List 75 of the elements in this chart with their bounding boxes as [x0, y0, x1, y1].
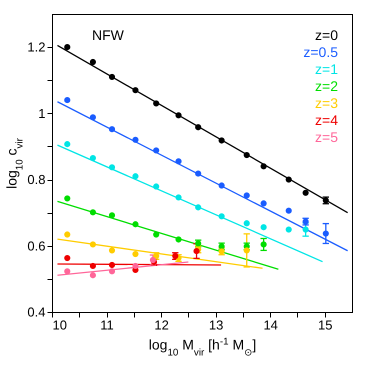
point [260, 200, 267, 206]
point [286, 226, 292, 233]
point [108, 262, 116, 268]
point [175, 236, 182, 243]
text: z=2 [315, 78, 338, 94]
point [108, 212, 116, 218]
text: z=0 [315, 27, 338, 43]
point [175, 158, 182, 164]
point [302, 190, 309, 196]
x-tick-label: 14 [263, 318, 278, 332]
point [195, 204, 202, 210]
point [244, 247, 250, 254]
point [175, 112, 182, 118]
point [90, 114, 96, 120]
y-tick-label: 1.2 [27, 40, 46, 55]
point [64, 44, 70, 50]
point [132, 136, 139, 143]
text: z=4 [315, 112, 338, 128]
annotation: NFW [92, 27, 125, 43]
x-tick-label: 13 [208, 318, 224, 332]
point [108, 164, 116, 170]
point [153, 183, 160, 190]
text: z=3 [315, 95, 338, 111]
point [260, 241, 267, 248]
point [90, 58, 96, 66]
point [64, 195, 70, 202]
point [195, 124, 202, 130]
point [108, 268, 116, 274]
point [153, 231, 160, 238]
point [132, 250, 139, 258]
point [132, 87, 139, 94]
point [244, 152, 250, 158]
point [132, 173, 139, 180]
text: z=0.5 [303, 44, 338, 60]
text: log$_{10}$ M$_{vir}$ [h$^{-1}$ M$_{⊙}$] [148, 336, 256, 358]
point [90, 262, 96, 270]
point [175, 194, 182, 201]
point [286, 176, 292, 183]
point [132, 221, 139, 228]
text: z=5 [315, 129, 338, 145]
point [64, 254, 70, 262]
y-tick-label: 0.4 [27, 304, 46, 320]
point [153, 147, 160, 154]
point [108, 126, 116, 132]
x-tick-label: 12 [154, 318, 169, 332]
point [302, 226, 309, 233]
x-tick-label: 11 [100, 318, 114, 332]
point [90, 209, 96, 216]
x-tick-label: 10 [52, 318, 67, 332]
point [64, 141, 70, 148]
point [108, 74, 116, 80]
point [64, 97, 70, 104]
y-tick-label: 0.6 [27, 238, 46, 254]
point [64, 268, 70, 274]
x-tick-label: 15 [318, 318, 332, 332]
text: z=1 [315, 61, 338, 77]
point [90, 241, 96, 248]
point [132, 262, 139, 270]
point [218, 213, 225, 220]
point [195, 170, 202, 177]
point [153, 100, 160, 106]
point [260, 163, 267, 170]
point [322, 230, 329, 237]
point [244, 220, 250, 226]
point [286, 208, 292, 214]
point [90, 272, 96, 278]
point [218, 182, 225, 189]
point [260, 224, 267, 230]
y-tick-label: 1 [38, 106, 46, 121]
point [90, 154, 96, 162]
point [244, 192, 250, 199]
point [108, 247, 116, 254]
point [218, 137, 225, 144]
y-tick-label: 0.8 [27, 172, 46, 188]
point [64, 231, 70, 238]
